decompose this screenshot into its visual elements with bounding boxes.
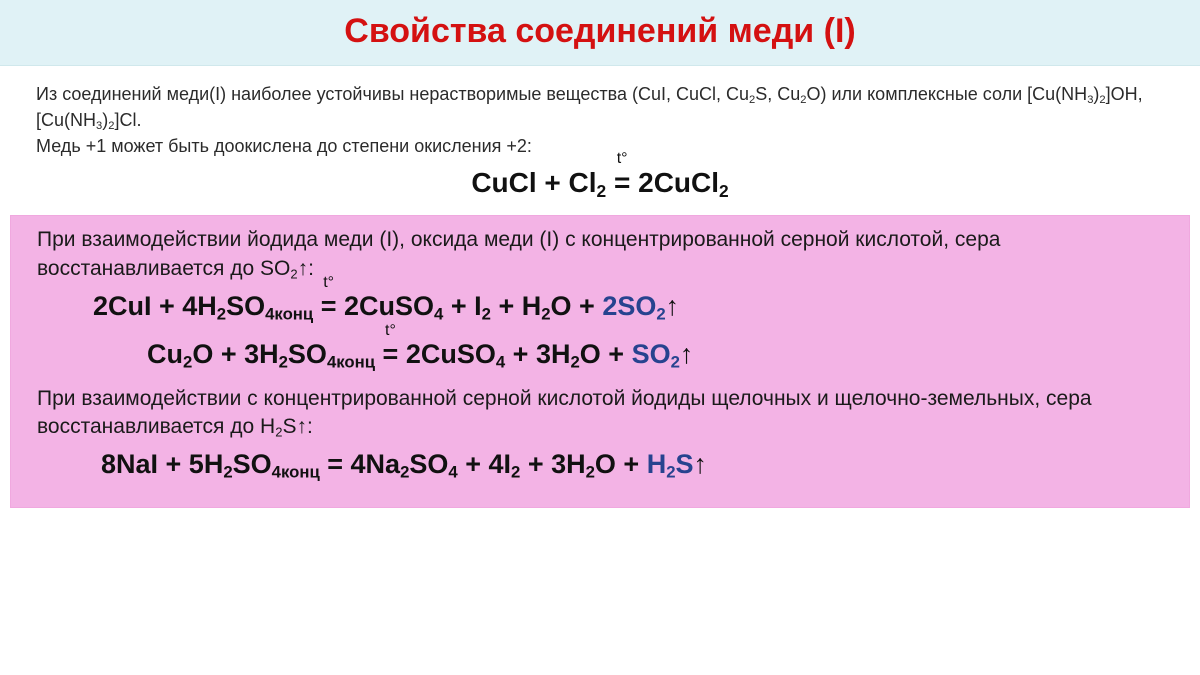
pink-para-2: При взаимодействии с концентрированной с… [37, 383, 1163, 446]
title-band: Свойства соединений меди (I) [0, 0, 1200, 66]
equation-2: 2CuI + 4H2SO4конц =t° 2CuSO4 + I2 + H2O … [37, 287, 1163, 335]
equation-4: 8NaI + 5H2SO4конц = 4Na2SO4 + 4I2 + 3H2O… [37, 445, 1163, 493]
pink-box: При взаимодействии йодида меди (I), окси… [10, 215, 1190, 507]
equation-1: CuCl + Cl2 =t° 2CuCl2 [0, 165, 1200, 212]
intro-line-2: Медь +1 может быть доокислена до степени… [36, 134, 1164, 158]
page-title: Свойства соединений меди (I) [0, 12, 1200, 51]
intro-line-1: Из соединений меди(I) наиболее устойчивы… [36, 82, 1164, 134]
intro-block: Из соединений меди(I) наиболее устойчивы… [0, 66, 1200, 165]
slide: Свойства соединений меди (I) Из соединен… [0, 0, 1200, 675]
pink-para-1: При взаимодействии йодида меди (I), окси… [37, 224, 1163, 287]
equation-3: Cu2O + 3H2SO4конц =t° 2CuSO4 + 3H2O + SO… [37, 335, 1163, 383]
